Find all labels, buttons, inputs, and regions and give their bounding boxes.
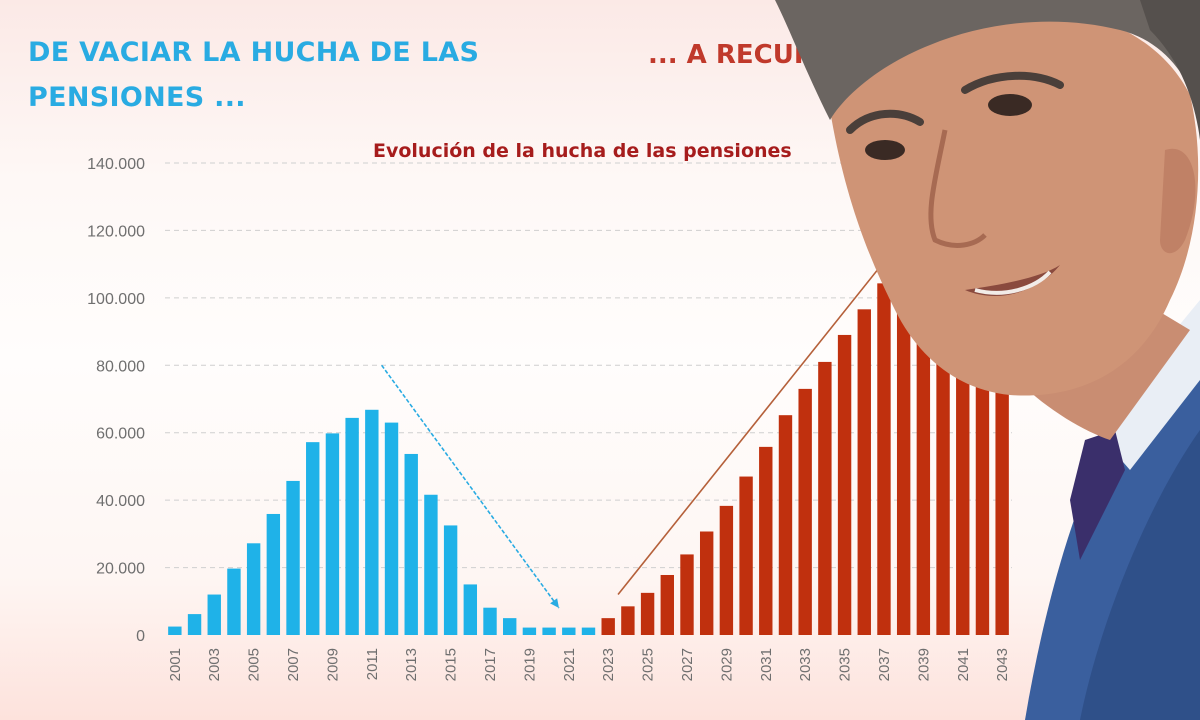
bar [896, 257, 911, 635]
bar [778, 415, 793, 635]
trend-arrow-line [617, 236, 905, 596]
x-tick-label: 2025 [640, 648, 657, 681]
y-tick-label: 140.000 [87, 156, 145, 173]
bar [404, 453, 418, 635]
bar [640, 592, 655, 635]
x-tick-label: 2027 [679, 648, 696, 681]
bar [798, 388, 812, 635]
y-axis-ticks: 0 20.000 40.000 60.000 80.000 100.000 120.000 1… [87, 156, 145, 645]
bar [719, 505, 734, 635]
bar [483, 607, 497, 635]
x-tick-label: 2031 [758, 648, 775, 681]
x-tick-label: 2003 [206, 648, 223, 681]
nose [928, 129, 987, 248]
bar [680, 554, 694, 635]
bar [168, 626, 182, 635]
bar [463, 584, 478, 635]
x-tick-label: 2021 [561, 648, 578, 681]
bar [975, 331, 990, 635]
bar [286, 480, 300, 635]
bars [168, 237, 1009, 635]
x-tick-label: 2035 [837, 648, 854, 681]
x-tick-label: 2041 [955, 648, 972, 681]
bar [621, 606, 635, 635]
trend-arrow-line [381, 364, 560, 609]
headline-right: ... A RECUP [648, 40, 813, 70]
y-tick-label: 80.000 [96, 358, 145, 375]
suit-lapel [1080, 430, 1200, 720]
bar [660, 574, 674, 635]
y-tick-label: 0 [136, 628, 145, 645]
tie [1070, 430, 1125, 560]
bar [581, 627, 596, 635]
x-tick-label: 2013 [403, 648, 420, 681]
x-tick-label: 2015 [443, 648, 460, 681]
bar [246, 543, 261, 635]
bar [857, 309, 871, 635]
bar [365, 409, 379, 635]
x-tick-label: 2001 [167, 648, 184, 681]
ear [1160, 148, 1196, 254]
bar [522, 627, 537, 635]
x-tick-label: 2039 [915, 648, 932, 681]
x-tick-label: 2029 [718, 648, 735, 681]
bar [306, 442, 320, 635]
bar [227, 568, 241, 635]
x-tick-label: 2017 [482, 648, 499, 681]
x-tick-label: 2005 [246, 648, 263, 681]
y-tick-label: 100.000 [87, 291, 145, 308]
x-tick-label: 2011 [364, 648, 381, 680]
bar [562, 627, 576, 635]
x-tick-label: 2019 [521, 648, 538, 681]
bar [443, 525, 458, 635]
bar [325, 433, 340, 635]
bar [187, 614, 202, 635]
bar [759, 446, 773, 635]
bar [424, 494, 438, 635]
x-tick-label: 2037 [876, 648, 893, 681]
y-tick-label: 120.000 [87, 223, 145, 240]
right-eye [988, 94, 1032, 116]
face [830, 5, 1199, 396]
bar [837, 334, 852, 635]
x-tick-label: 2043 [994, 648, 1011, 681]
x-tick-label: 2033 [797, 648, 814, 681]
bar [542, 627, 556, 635]
x-tick-label: 2009 [324, 648, 341, 681]
bar [384, 422, 399, 635]
bar [266, 513, 281, 635]
hair [775, 0, 1200, 120]
x-axis-ticks: 2001 2003 2005 2007 2009 2011 2013 2015 2017 2019… [167, 648, 1011, 681]
left-eye [865, 140, 905, 160]
bar [739, 476, 753, 635]
bar [207, 594, 221, 635]
trend-arrow-head [550, 598, 559, 609]
y-tick-label: 20.000 [96, 561, 145, 578]
headline-left: DE VACIAR LA HUCHA DE LAS PENSIONES ... [28, 37, 480, 113]
bar [877, 283, 891, 635]
bar [818, 361, 832, 635]
bar [995, 365, 1009, 635]
chart-title: Evolución de la hucha de las pensiones [373, 140, 792, 162]
bar [345, 417, 359, 635]
x-tick-label: 2023 [600, 648, 617, 681]
mouth [965, 265, 1060, 296]
bar [503, 618, 517, 635]
y-tick-label: 60.000 [96, 426, 145, 443]
bar [699, 531, 714, 635]
y-tick-label: 40.000 [96, 493, 145, 510]
x-tick-label: 2007 [285, 648, 302, 681]
bar [601, 618, 615, 635]
